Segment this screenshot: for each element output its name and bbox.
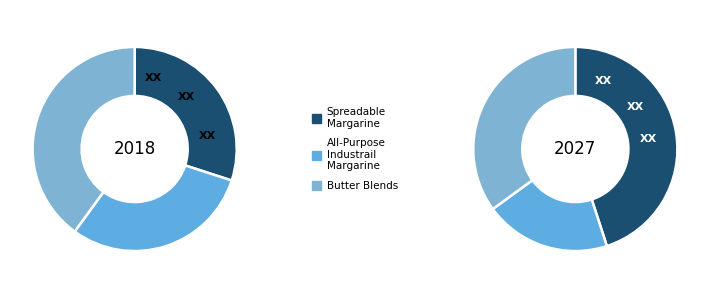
Wedge shape	[474, 47, 575, 209]
Text: XX: XX	[595, 76, 612, 86]
Text: XX: XX	[178, 92, 195, 102]
Text: XX: XX	[640, 134, 657, 145]
Legend: Spreadable
Margarine, All-Purpose
Industrail
Margarine, Butter Blends: Spreadable Margarine, All-Purpose Indust…	[312, 107, 398, 191]
Wedge shape	[33, 47, 135, 232]
Text: XX: XX	[198, 131, 216, 141]
Wedge shape	[75, 165, 231, 251]
Wedge shape	[575, 47, 677, 246]
Wedge shape	[493, 180, 607, 251]
Wedge shape	[135, 47, 236, 181]
Text: XX: XX	[145, 73, 163, 83]
Text: XX: XX	[627, 102, 644, 112]
Text: 2027: 2027	[555, 140, 596, 158]
Text: 2018: 2018	[114, 140, 155, 158]
